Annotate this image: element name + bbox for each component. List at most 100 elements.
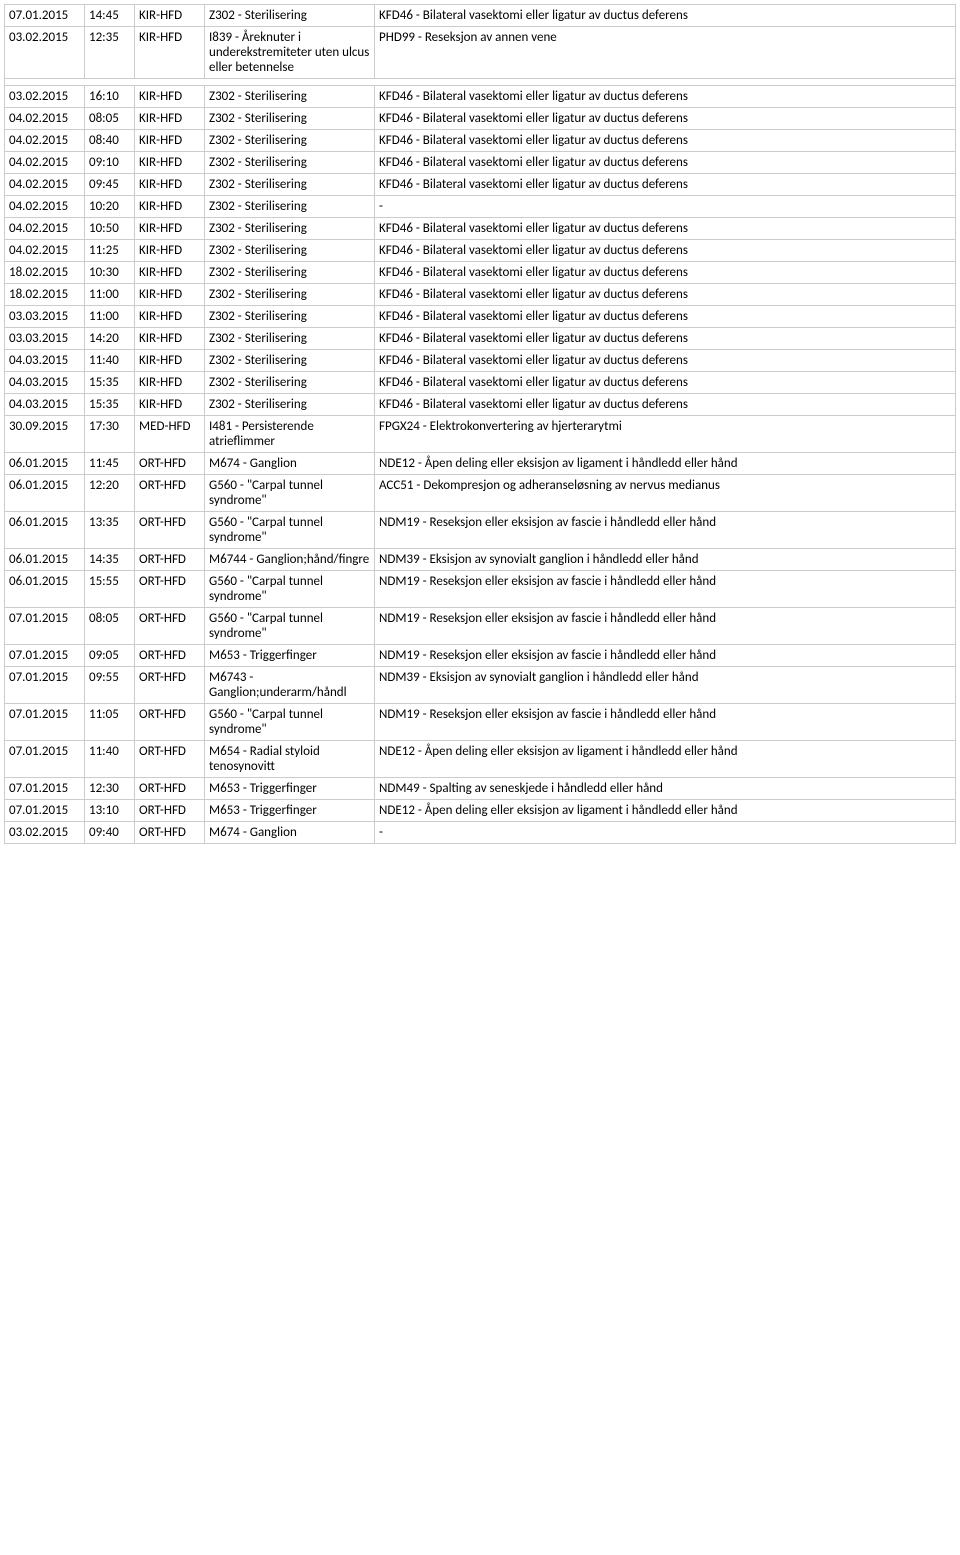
table-cell: 06.01.2015 (5, 512, 85, 549)
table-cell: ORT-HFD (135, 778, 205, 800)
table-cell: 04.02.2015 (5, 130, 85, 152)
table-cell: 18.02.2015 (5, 262, 85, 284)
table-cell: 11:00 (85, 306, 135, 328)
table-cell: 14:45 (85, 5, 135, 27)
table-row: 06.01.201514:35ORT-HFDM6744 - Ganglion;h… (5, 549, 956, 571)
table-cell: 09:40 (85, 822, 135, 844)
table-cell: 04.02.2015 (5, 218, 85, 240)
table-cell: ORT-HFD (135, 608, 205, 645)
table-cell: KFD46 - Bilateral vasektomi eller ligatu… (375, 306, 956, 328)
table-cell: M6744 - Ganglion;hånd/fingre (205, 549, 375, 571)
table-cell: ORT-HFD (135, 667, 205, 704)
table-cell: M6743 - Ganglion;underarm/håndl (205, 667, 375, 704)
table-row: 04.02.201511:25KIR-HFDZ302 - Steriliseri… (5, 240, 956, 262)
table-cell: 07.01.2015 (5, 800, 85, 822)
table-row: 04.02.201509:45KIR-HFDZ302 - Steriliseri… (5, 174, 956, 196)
table-cell: 04.02.2015 (5, 196, 85, 218)
table-cell: KIR-HFD (135, 130, 205, 152)
data-table: 07.01.201514:45KIR-HFDZ302 - Steriliseri… (4, 4, 956, 844)
table-cell: KIR-HFD (135, 328, 205, 350)
table-cell: I481 - Persisterende atrieflimmer (205, 416, 375, 453)
table-row: 07.01.201509:55ORT-HFDM6743 - Ganglion;u… (5, 667, 956, 704)
table-cell: KFD46 - Bilateral vasektomi eller ligatu… (375, 108, 956, 130)
table-row: 03.02.201512:35KIR-HFDI839 - Åreknuter i… (5, 27, 956, 79)
table-cell: M674 - Ganglion (205, 822, 375, 844)
table-cell: Z302 - Sterilisering (205, 86, 375, 108)
table-row: 04.03.201515:35KIR-HFDZ302 - Steriliseri… (5, 394, 956, 416)
table-row: 04.02.201510:20KIR-HFDZ302 - Steriliseri… (5, 196, 956, 218)
table-cell: 15:55 (85, 571, 135, 608)
table-cell: 03.02.2015 (5, 822, 85, 844)
table-cell: Z302 - Sterilisering (205, 218, 375, 240)
table-row: 03.03.201514:20KIR-HFDZ302 - Steriliseri… (5, 328, 956, 350)
table-cell: 06.01.2015 (5, 571, 85, 608)
table-row: 07.01.201514:45KIR-HFDZ302 - Steriliseri… (5, 5, 956, 27)
table-cell: Z302 - Sterilisering (205, 262, 375, 284)
table-row: 04.02.201508:40KIR-HFDZ302 - Steriliseri… (5, 130, 956, 152)
table-cell: G560 - "Carpal tunnel syndrome" (205, 512, 375, 549)
table-row: 18.02.201511:00KIR-HFDZ302 - Steriliseri… (5, 284, 956, 306)
table-cell: 11:25 (85, 240, 135, 262)
table-row: 07.01.201511:40ORT-HFDM654 - Radial styl… (5, 741, 956, 778)
table-cell: 10:30 (85, 262, 135, 284)
table-cell: 09:05 (85, 645, 135, 667)
table-cell: 07.01.2015 (5, 741, 85, 778)
table-cell: KIR-HFD (135, 394, 205, 416)
table-row: 07.01.201512:30ORT-HFDM653 - Triggerfing… (5, 778, 956, 800)
table-row: 04.02.201508:05KIR-HFDZ302 - Steriliseri… (5, 108, 956, 130)
table-row: 06.01.201513:35ORT-HFDG560 - "Carpal tun… (5, 512, 956, 549)
table-cell: NDM19 - Reseksjon eller eksisjon av fasc… (375, 645, 956, 667)
table-cell: NDM39 - Eksisjon av synovialt ganglion i… (375, 549, 956, 571)
table-cell: 17:30 (85, 416, 135, 453)
table-cell: KIR-HFD (135, 306, 205, 328)
table-cell: M653 - Triggerfinger (205, 645, 375, 667)
table-cell: NDM49 - Spalting av seneskjede i håndled… (375, 778, 956, 800)
table-cell: 06.01.2015 (5, 453, 85, 475)
table-cell: Z302 - Sterilisering (205, 174, 375, 196)
table-row: 06.01.201511:45ORT-HFDM674 - GanglionNDE… (5, 453, 956, 475)
table-row: 04.03.201511:40KIR-HFDZ302 - Steriliseri… (5, 350, 956, 372)
table-cell: NDE12 - Åpen deling eller eksisjon av li… (375, 741, 956, 778)
table-cell: M653 - Triggerfinger (205, 778, 375, 800)
table-cell: NDE12 - Åpen deling eller eksisjon av li… (375, 453, 956, 475)
table-cell: PHD99 - Reseksjon av annen vene (375, 27, 956, 79)
table-cell: 03.03.2015 (5, 328, 85, 350)
table-cell: KIR-HFD (135, 152, 205, 174)
table-row: 03.02.201509:40ORT-HFDM674 - Ganglion - (5, 822, 956, 844)
table-cell: KIR-HFD (135, 372, 205, 394)
table-cell: 11:45 (85, 453, 135, 475)
table-cell: KFD46 - Bilateral vasektomi eller ligatu… (375, 262, 956, 284)
table-cell: 10:20 (85, 196, 135, 218)
table-row: 04.03.201515:35KIR-HFDZ302 - Steriliseri… (5, 372, 956, 394)
table-cell: KFD46 - Bilateral vasektomi eller ligatu… (375, 284, 956, 306)
table-cell: Z302 - Sterilisering (205, 196, 375, 218)
table-row: 30.09.201517:30MED-HFDI481 - Persisteren… (5, 416, 956, 453)
table-cell: KIR-HFD (135, 27, 205, 79)
table-cell: 07.01.2015 (5, 645, 85, 667)
table-cell: M653 - Triggerfinger (205, 800, 375, 822)
table-cell: G560 - "Carpal tunnel syndrome" (205, 571, 375, 608)
spacer-row (5, 79, 956, 86)
table-row: 07.01.201511:05ORT-HFDG560 - "Carpal tun… (5, 704, 956, 741)
table-cell: ORT-HFD (135, 645, 205, 667)
table-cell: 12:30 (85, 778, 135, 800)
table-cell: 11:05 (85, 704, 135, 741)
table-cell: KIR-HFD (135, 5, 205, 27)
table-cell: 08:40 (85, 130, 135, 152)
table-cell: 11:40 (85, 741, 135, 778)
table-cell: NDM39 - Eksisjon av synovialt ganglion i… (375, 667, 956, 704)
table-cell: 18.02.2015 (5, 284, 85, 306)
table-cell: 15:35 (85, 394, 135, 416)
table-cell: KFD46 - Bilateral vasektomi eller ligatu… (375, 174, 956, 196)
table-cell: KIR-HFD (135, 218, 205, 240)
table-cell: 07.01.2015 (5, 778, 85, 800)
table-cell: 04.03.2015 (5, 350, 85, 372)
table-cell: M654 - Radial styloid tenosynovitt (205, 741, 375, 778)
table-cell: 13:10 (85, 800, 135, 822)
table-cell: KIR-HFD (135, 174, 205, 196)
table-cell: Z302 - Sterilisering (205, 350, 375, 372)
table-cell: ORT-HFD (135, 512, 205, 549)
table-cell: KFD46 - Bilateral vasektomi eller ligatu… (375, 350, 956, 372)
table-cell: 04.02.2015 (5, 108, 85, 130)
table-cell: KIR-HFD (135, 108, 205, 130)
